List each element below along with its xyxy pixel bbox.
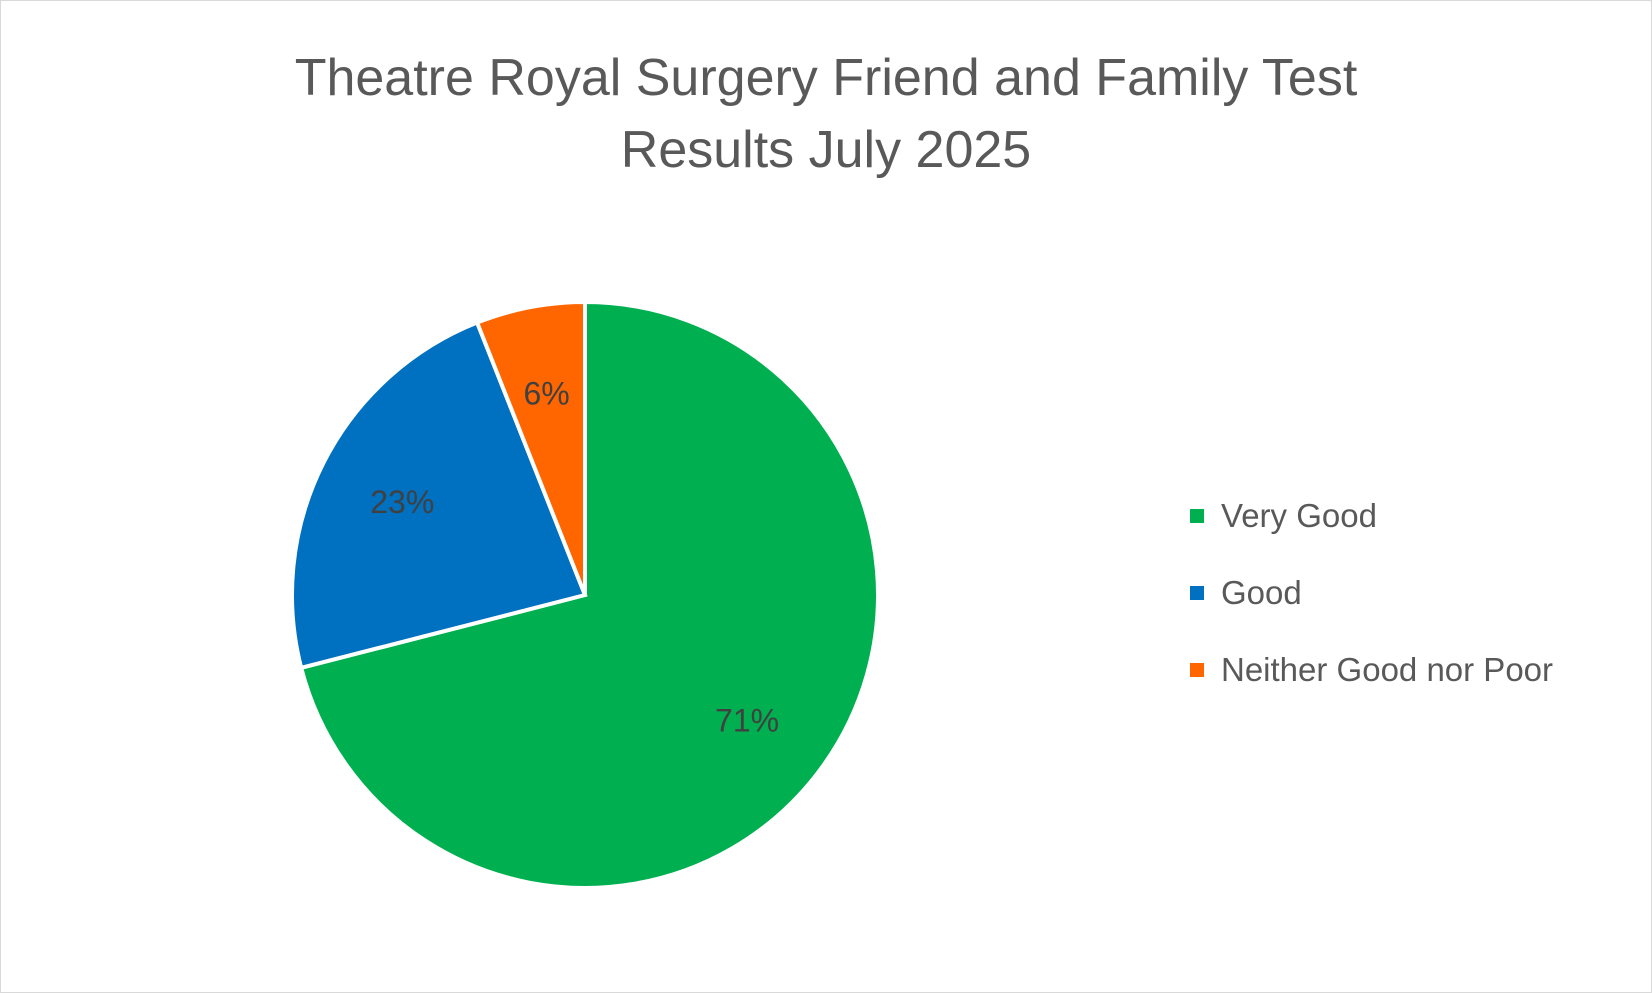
legend-label-very-good: Very Good [1221,497,1377,534]
legend-label-good: Good [1221,574,1302,611]
chart-title-line-2: Results July 2025 [620,121,1032,179]
legend-swatch-very-good [1190,509,1204,523]
data-label-very-good: 71% [715,703,779,739]
data-label-good: 23% [370,484,434,520]
legend-item-neither-good-nor-poor: Neither Good nor Poor [1190,648,1553,692]
pie-slice-good [290,319,588,671]
legend-item-good: Good [1190,571,1553,615]
legend-swatch-neither-good-nor-poor [1190,663,1204,677]
legend-item-very-good: Very Good [1190,494,1553,538]
chart-title-line-1: Theatre Royal Surgery Friend and Family … [294,49,1358,107]
legend-swatch-good [1190,586,1204,600]
chart-title: Theatre Royal Surgery Friend and Family … [0,42,1652,186]
pie-slice-neither-good-nor-poor [474,299,587,596]
chart-legend: Very Good Good Neither Good nor Poor [1190,494,1553,725]
data-label-neither-good-nor-poor: 6% [523,376,569,412]
legend-label-neither-good-nor-poor: Neither Good nor Poor [1221,651,1554,688]
pie-slice-very-good [298,299,880,890]
